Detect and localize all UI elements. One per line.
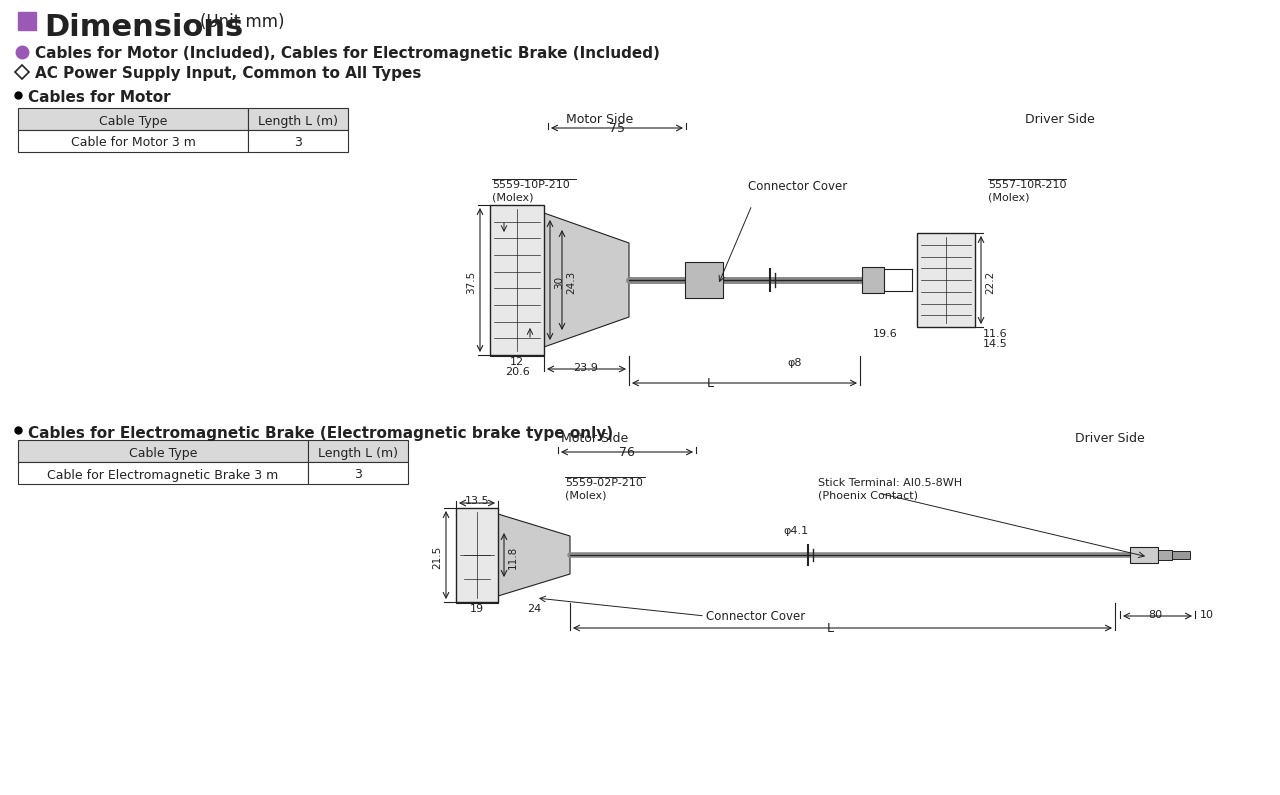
Bar [861,267,884,293]
Bar [248,130,348,152]
Text: Cable Type: Cable Type [129,447,197,460]
Text: Cables for Motor: Cables for Motor [28,90,170,105]
Text: 20.6: 20.6 [504,367,530,377]
Text: (Phoenix Contact): (Phoenix Contact) [818,490,918,500]
Text: Cable for Motor 3 m: Cable for Motor 3 m [70,137,196,149]
Text: L: L [707,377,713,390]
Text: 14.5: 14.5 [983,339,1007,349]
Bar [248,108,348,130]
Text: 80: 80 [1148,610,1162,620]
Text: 24: 24 [527,604,541,614]
Bar [18,12,36,30]
Bar [456,508,498,602]
Bar [18,440,308,462]
Text: 3: 3 [294,137,302,149]
Text: 12: 12 [509,357,524,367]
Bar [18,462,308,484]
Text: 11.8: 11.8 [508,545,518,568]
Text: 76: 76 [620,446,635,459]
Bar [1130,547,1158,563]
Text: (Molex): (Molex) [492,192,534,202]
Text: Driver Side: Driver Side [1025,113,1094,126]
Bar [1172,551,1190,559]
Text: Motor Side: Motor Side [566,113,634,126]
Text: Cable for Electromagnetic Brake 3 m: Cable for Electromagnetic Brake 3 m [47,468,279,482]
Text: Length L (m): Length L (m) [259,114,338,127]
Text: 37.5: 37.5 [466,270,476,293]
Bar [18,108,248,130]
Text: Dimensions: Dimensions [44,13,243,42]
Bar [1158,550,1172,560]
Text: 5559-02P-210: 5559-02P-210 [564,478,643,488]
Text: 21.5: 21.5 [433,545,442,568]
Text: 23.9: 23.9 [573,363,599,373]
Text: Connector Cover: Connector Cover [748,180,847,193]
Text: Connector Cover: Connector Cover [707,610,805,623]
Text: Driver Side: Driver Side [1075,432,1144,445]
Text: φ4.1: φ4.1 [783,526,809,536]
Text: 24.3: 24.3 [566,270,576,293]
Text: 3: 3 [355,468,362,482]
Text: AC Power Supply Input, Common to All Types: AC Power Supply Input, Common to All Typ… [35,66,421,81]
Bar [916,233,975,327]
Bar [18,130,248,152]
Text: 22.2: 22.2 [986,270,995,293]
Text: (Molex): (Molex) [564,490,607,500]
Text: 10: 10 [1201,610,1213,620]
Bar [308,462,408,484]
Bar [685,262,723,298]
Text: 30: 30 [554,275,564,289]
Text: 19: 19 [470,604,484,614]
Text: L: L [827,622,833,635]
Text: (Molex): (Molex) [988,192,1029,202]
Text: 19.6: 19.6 [873,329,897,339]
Text: Length L (m): Length L (m) [317,447,398,460]
Bar [490,205,544,355]
Text: Motor Side: Motor Side [562,432,628,445]
Text: Cable Type: Cable Type [99,114,168,127]
Text: 5559-10P-210: 5559-10P-210 [492,180,570,190]
Text: φ8: φ8 [787,358,803,368]
Text: 5557-10R-210: 5557-10R-210 [988,180,1066,190]
Text: (Unit mm): (Unit mm) [200,13,284,31]
Bar [308,440,408,462]
Polygon shape [544,213,628,347]
Text: 11.6: 11.6 [983,329,1007,339]
Text: Cables for Electromagnetic Brake (Electromagnetic brake type only): Cables for Electromagnetic Brake (Electr… [28,426,613,441]
Text: Cables for Motor (Included), Cables for Electromagnetic Brake (Included): Cables for Motor (Included), Cables for … [35,46,660,61]
Polygon shape [498,514,570,596]
Text: 75: 75 [609,122,625,135]
Text: Stick Terminal: AI0.5-8WH: Stick Terminal: AI0.5-8WH [818,478,963,488]
Text: 13.5: 13.5 [465,496,489,506]
